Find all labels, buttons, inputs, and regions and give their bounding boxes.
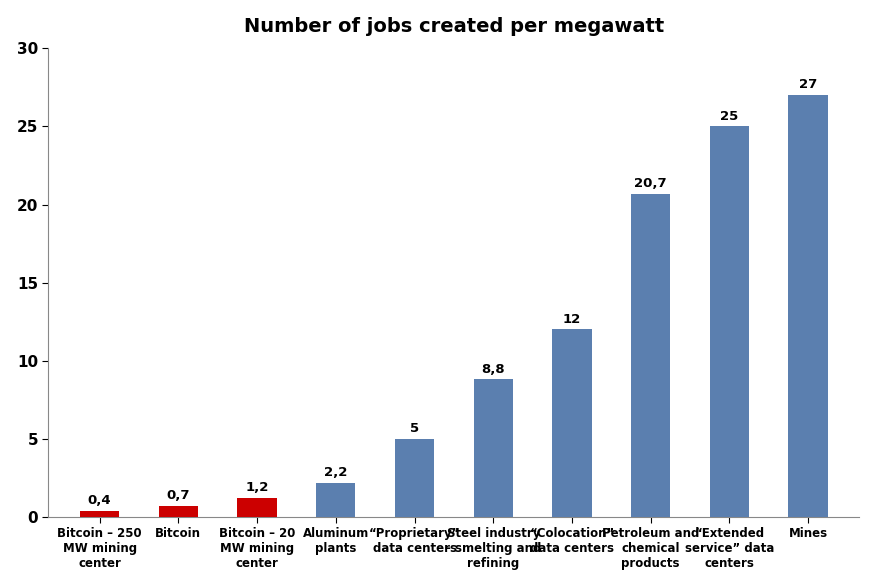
Bar (237, 498, 277, 517)
Bar (316, 483, 356, 517)
Bar (631, 194, 670, 517)
Text: 27: 27 (799, 78, 817, 92)
Text: 0,7: 0,7 (166, 489, 190, 502)
Bar (395, 439, 434, 517)
Text: 1,2: 1,2 (245, 481, 269, 494)
Bar (474, 379, 513, 517)
Text: 0,4: 0,4 (88, 494, 111, 507)
Text: 25: 25 (720, 110, 738, 123)
Bar (710, 126, 749, 517)
Text: 12: 12 (563, 313, 581, 326)
Title: Number of jobs created per megawatt: Number of jobs created per megawatt (244, 16, 664, 36)
Text: 5: 5 (410, 422, 419, 435)
Bar (159, 506, 198, 517)
Text: 2,2: 2,2 (324, 465, 348, 478)
Bar (788, 95, 828, 517)
Text: 8,8: 8,8 (482, 363, 505, 376)
Bar (552, 329, 591, 517)
Bar (80, 511, 119, 517)
Text: 20,7: 20,7 (634, 177, 667, 190)
